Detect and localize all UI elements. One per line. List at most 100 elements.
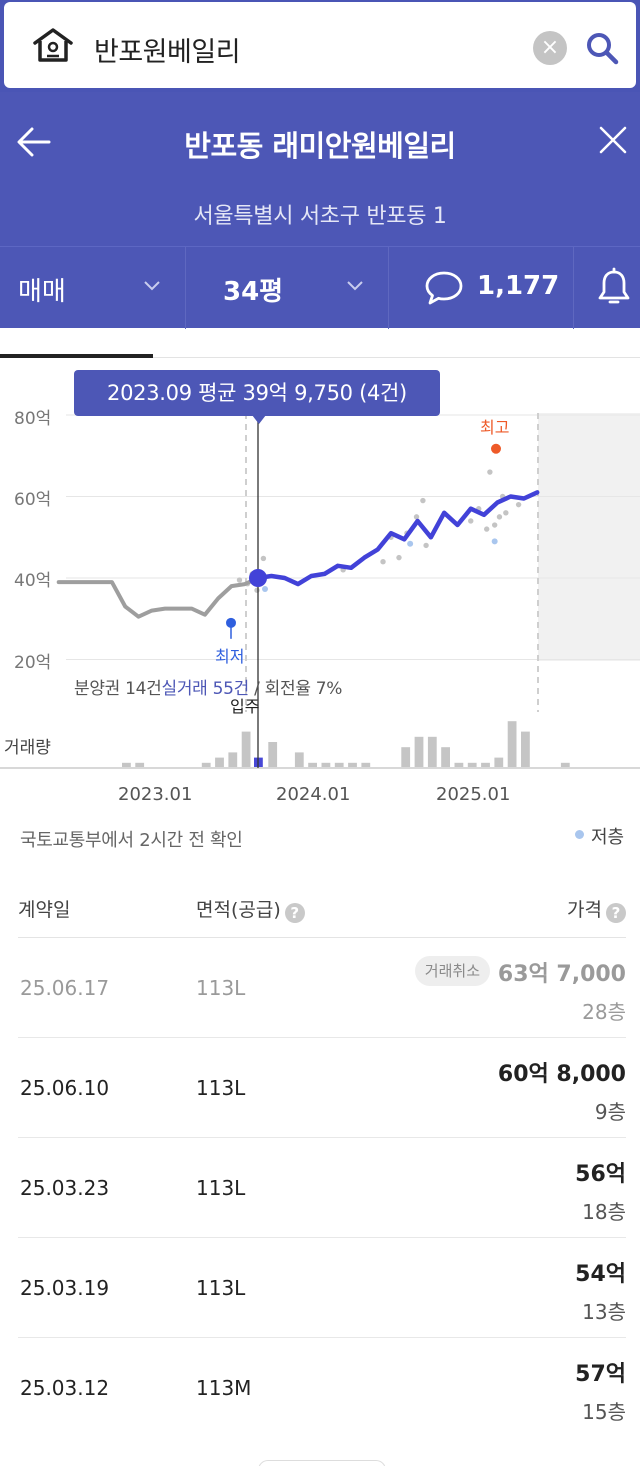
volume-bar — [241, 731, 251, 768]
turnover-rate: / 회전율 7% — [249, 679, 343, 699]
tab-active-indicator[interactable] — [0, 354, 153, 358]
search-input[interactable]: 반포원베일리 — [94, 37, 241, 68]
trade-dot — [380, 559, 386, 565]
low-floor-trade-dot — [407, 540, 414, 547]
table-row[interactable]: 25.03.23 113L 56억 18층 — [18, 1138, 626, 1238]
chevron-down-icon — [347, 281, 363, 291]
contract-date: 25.03.19 — [20, 1276, 110, 1300]
future-area — [538, 413, 640, 661]
volume-bar — [215, 757, 224, 768]
chevron-down-icon — [144, 281, 160, 291]
transaction-info: 분양권 14건실거래 55건 / 회전율 7% — [74, 674, 342, 699]
lowest-price-label: 최저 — [215, 647, 245, 666]
comment-count: 1,177 — [477, 271, 560, 301]
show-more-button[interactable] — [258, 1460, 386, 1466]
price: 60억 8,000 — [497, 1062, 626, 1087]
volume-bar — [414, 736, 424, 768]
contract-date: 25.03.23 — [20, 1176, 110, 1200]
volume-bar — [294, 752, 304, 768]
divider — [388, 247, 389, 329]
table-row[interactable]: 25.03.12 113M 57억 15층 — [18, 1338, 626, 1438]
volume-bar — [361, 762, 371, 768]
trade-dot — [420, 497, 426, 504]
trade-type-select[interactable]: 매매 — [0, 247, 185, 329]
y-tick-label: 60억 — [14, 490, 52, 510]
low-floor-trade-dot — [491, 538, 498, 545]
y-tick-label: 20억 — [14, 653, 52, 673]
trade-dot — [413, 514, 420, 520]
volume-bar — [560, 762, 570, 768]
presale-count: 분양권 14건 — [74, 679, 162, 699]
volume-bar — [401, 747, 411, 768]
low-floor-legend-dot — [575, 830, 584, 839]
cancelled-badge: 거래취소 — [414, 956, 490, 986]
column-price-label: 가격 — [567, 899, 602, 921]
close-icon[interactable] — [598, 125, 628, 155]
trade-dot — [396, 554, 402, 561]
volume-bar — [308, 762, 317, 768]
clear-search-button[interactable]: × — [533, 31, 567, 65]
volume-bar — [348, 762, 357, 768]
volume-bar — [334, 762, 344, 768]
volume-bar — [201, 762, 211, 768]
help-icon[interactable]: ? — [284, 903, 305, 923]
price: 54억 — [575, 1262, 626, 1287]
contract-date: 25.03.12 — [20, 1376, 110, 1400]
y-tick-label: 80억 — [14, 409, 52, 429]
bell-icon[interactable] — [596, 267, 632, 309]
volume-bar — [321, 762, 331, 768]
trade-dot — [260, 555, 267, 562]
transaction-table-header: 계약일 면적(공급)? 가격? — [18, 870, 626, 938]
table-row[interactable]: 25.03.19 113L 54억 13층 — [18, 1238, 626, 1338]
volume-bar — [494, 757, 504, 768]
presale-price-line — [56, 576, 261, 619]
table-row[interactable]: 25.06.17 113L 거래취소 63억 7,000 28층 — [18, 938, 626, 1038]
floor: 28층 — [582, 1000, 626, 1024]
price: 56억 — [575, 1162, 626, 1187]
trade-dot — [496, 514, 503, 520]
tab-bar — [0, 328, 640, 358]
help-icon[interactable]: ? — [606, 903, 626, 923]
trade-dot — [236, 577, 243, 583]
search-icon[interactable] — [584, 30, 620, 66]
home-icon[interactable] — [32, 26, 74, 64]
trade-dot — [491, 522, 498, 528]
divider — [573, 247, 574, 329]
volume-bar — [427, 736, 437, 768]
contract-date: 25.06.17 — [20, 976, 110, 1000]
back-arrow-icon[interactable] — [16, 124, 52, 160]
x-tick-label: 2025.01 — [436, 784, 511, 805]
complex-title: 반포동 래미안원베일리 — [184, 129, 456, 163]
column-area-label: 면적(공급) — [196, 899, 281, 921]
comments-button[interactable]: 1,177 — [389, 247, 573, 329]
highest-marker — [491, 443, 501, 454]
floor: 13층 — [582, 1300, 626, 1324]
y-tick-label: 40억 — [14, 571, 52, 591]
volume-bar — [454, 762, 464, 768]
trade-dot — [487, 469, 493, 475]
size-select[interactable]: 34평 — [186, 247, 388, 329]
volume-bar — [135, 762, 145, 768]
real-trade-price-line — [255, 490, 540, 587]
column-date: 계약일 — [18, 899, 71, 921]
floor: 18층 — [582, 1200, 626, 1224]
volume-bar — [268, 742, 278, 768]
trade-dot — [254, 587, 260, 593]
speech-bubble-icon — [425, 271, 463, 305]
x-tick-label: 2023.01 — [118, 784, 193, 805]
volume-bar — [467, 762, 477, 768]
column-price: 가격? — [567, 895, 626, 923]
supply-area: 113L — [196, 1076, 246, 1100]
table-row[interactable]: 25.06.10 113L 60억 8,000 9층 — [18, 1038, 626, 1138]
trade-type-label: 매매 — [18, 277, 66, 307]
move-in-label: 입주 — [230, 697, 260, 716]
price-chart[interactable] — [0, 360, 640, 800]
trade-dot — [515, 501, 522, 508]
volume-bar — [481, 762, 490, 768]
contract-date: 25.06.10 — [20, 1076, 110, 1100]
supply-area: 113L — [196, 976, 246, 1000]
volume-bar — [441, 747, 450, 768]
real-trade-count: 실거래 55건 — [161, 679, 250, 699]
search-bar[interactable]: 반포원베일리 × — [4, 2, 636, 88]
low-floor-legend-label: 저층 — [591, 827, 625, 848]
